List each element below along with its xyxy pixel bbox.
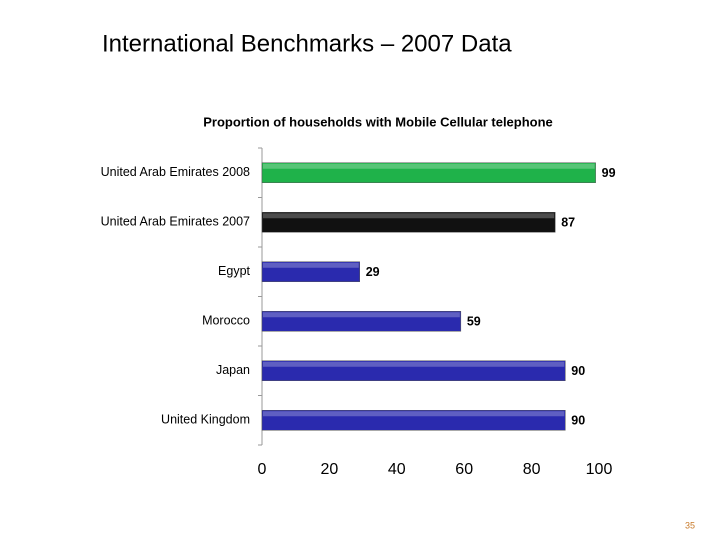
x-tick-label: 80 bbox=[523, 461, 541, 478]
bar-shine bbox=[263, 163, 595, 169]
x-tick-label: 0 bbox=[258, 461, 267, 478]
value-label: 87 bbox=[561, 216, 575, 230]
bar bbox=[261, 162, 596, 183]
x-tick-label: 40 bbox=[388, 461, 406, 478]
category-label: United Arab Emirates 2008 bbox=[101, 165, 250, 179]
bar bbox=[261, 360, 566, 381]
bar-shine bbox=[263, 262, 359, 268]
category-label: Morocco bbox=[202, 314, 250, 328]
bar bbox=[261, 212, 556, 233]
bar bbox=[261, 410, 566, 431]
value-label: 59 bbox=[467, 315, 481, 329]
bar-shine bbox=[263, 411, 565, 417]
page-number: 35 bbox=[685, 520, 695, 530]
value-label: 90 bbox=[571, 414, 585, 428]
category-label: Egypt bbox=[218, 264, 250, 278]
bar bbox=[261, 311, 462, 332]
chart-title: Proportion of households with Mobile Cel… bbox=[203, 114, 553, 129]
category-label: United Arab Emirates 2007 bbox=[101, 215, 250, 229]
x-tick-label: 20 bbox=[321, 461, 339, 478]
bar-shine bbox=[263, 213, 555, 219]
slide-title: International Benchmarks – 2007 Data bbox=[102, 30, 512, 57]
x-tick-label: 100 bbox=[586, 461, 613, 478]
category-label: United Kingdom bbox=[161, 413, 250, 427]
value-label: 99 bbox=[602, 166, 616, 180]
value-label: 90 bbox=[571, 364, 585, 378]
value-label: 29 bbox=[366, 265, 380, 279]
bar-shine bbox=[263, 312, 460, 318]
bar-shine bbox=[263, 361, 565, 367]
category-label: Japan bbox=[216, 363, 250, 377]
x-tick-label: 60 bbox=[455, 461, 473, 478]
bar bbox=[261, 261, 360, 282]
